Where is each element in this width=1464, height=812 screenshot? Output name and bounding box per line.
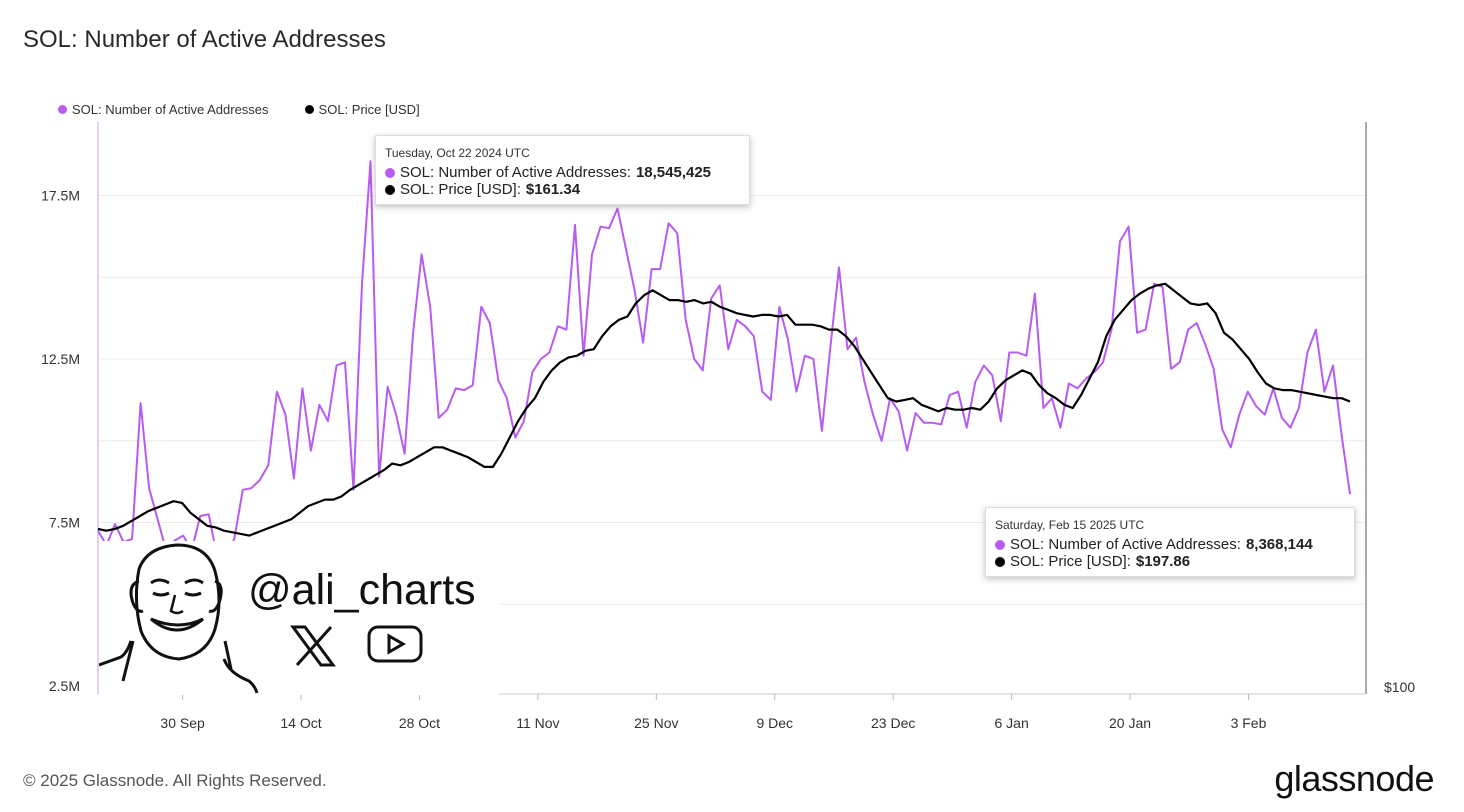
tooltip-row-addresses: SOL: Number of Active Addresses: 8,368,1…: [995, 536, 1346, 553]
tooltip-row-addresses: SOL: Number of Active Addresses: 18,545,…: [385, 164, 741, 181]
page-title: SOL: Number of Active Addresses: [23, 26, 386, 53]
legend-item-price[interactable]: SOL: Price [USD]: [304, 102, 420, 117]
tooltip-addresses-label: SOL: Number of Active Addresses:: [1010, 536, 1241, 553]
y-tick-label: 2.5M: [49, 678, 80, 694]
tooltip-addresses-value: 8,368,144: [1245, 536, 1313, 553]
series-line-active-addresses: [97, 160, 1351, 558]
y-axis-left: 2.5M 7.5M 12.5M 17.5M: [41, 188, 80, 695]
tooltip-row-price: SOL: Price [USD]: $161.34: [385, 181, 741, 198]
tooltip-price-value: $161.34: [525, 181, 581, 198]
x-tick-label: 28 Oct: [399, 715, 440, 731]
x-tick-label: 3 Feb: [1231, 715, 1267, 731]
x-tick-label: 14 Oct: [280, 715, 321, 731]
tooltip-addresses-value: 18,545,425: [635, 164, 712, 181]
series-lines: [97, 160, 1351, 558]
y-axis-right: $100: [1384, 679, 1415, 695]
legend-dot-addresses: [58, 105, 67, 114]
x-tick-label: 23 Dec: [871, 715, 915, 731]
youtube-icon[interactable]: [367, 625, 425, 665]
x-tick-label: 9 Dec: [756, 715, 793, 731]
tooltip-date: Saturday, Feb 15 2025 UTC: [995, 518, 1145, 532]
x-tick-label: 20 Jan: [1109, 715, 1151, 731]
legend-item-addresses[interactable]: SOL: Number of Active Addresses: [58, 102, 269, 117]
y-tick-label: 17.5M: [41, 188, 80, 204]
copyright-text: © 2025 Glassnode. All Rights Reserved.: [23, 771, 327, 790]
portrait-icon: [98, 543, 259, 694]
tooltip-dot-addresses: [995, 539, 1005, 550]
y-right-tick-label: $100: [1384, 679, 1415, 695]
series-line-price: [97, 282, 1351, 537]
x-axis: 30 Sep 14 Oct 28 Oct 11 Nov 25 Nov 9 Dec 23 De…: [160, 694, 1267, 731]
tooltip-date: Tuesday, Oct 22 2024 UTC: [385, 146, 530, 160]
tooltip-price-value: $197.86: [1135, 553, 1191, 570]
legend-label-addresses: SOL: Number of Active Addresses: [72, 102, 269, 117]
social-handle: @ali_charts: [248, 566, 476, 614]
x-tick-label: 25 Nov: [634, 715, 678, 731]
tooltip-feb-15: Saturday, Feb 15 2025 UTC SOL: Number of…: [985, 507, 1355, 577]
legend-dot-price: [304, 105, 314, 114]
legend-label-price: SOL: Price [USD]: [318, 102, 420, 117]
x-tick-label: 11 Nov: [516, 715, 559, 731]
tooltip-dot-price: [385, 184, 395, 195]
tooltip-dot-addresses: [385, 167, 395, 178]
x-logo-icon[interactable]: [289, 625, 337, 667]
watermark-panel: [98, 541, 499, 695]
tooltip-price-label: SOL: Price [USD]:: [400, 181, 521, 198]
tooltip-price-label: SOL: Price [USD]:: [1010, 553, 1131, 570]
y-tick-label: 7.5M: [49, 515, 80, 531]
tooltip-dot-price: [995, 556, 1005, 567]
tooltip-oct-22: Tuesday, Oct 22 2024 UTC SOL: Number of …: [375, 135, 750, 205]
chart-legend: SOL: Number of Active Addresses SOL: Pri…: [58, 102, 420, 117]
tooltip-addresses-label: SOL: Number of Active Addresses:: [400, 164, 631, 181]
brand-logo[interactable]: glassnode: [1274, 758, 1434, 799]
x-tick-label: 30 Sep: [160, 715, 205, 731]
tooltip-row-price: SOL: Price [USD]: $197.86: [995, 553, 1346, 570]
y-tick-label: 12.5M: [41, 351, 80, 367]
x-tick-label: 6 Jan: [994, 715, 1028, 731]
